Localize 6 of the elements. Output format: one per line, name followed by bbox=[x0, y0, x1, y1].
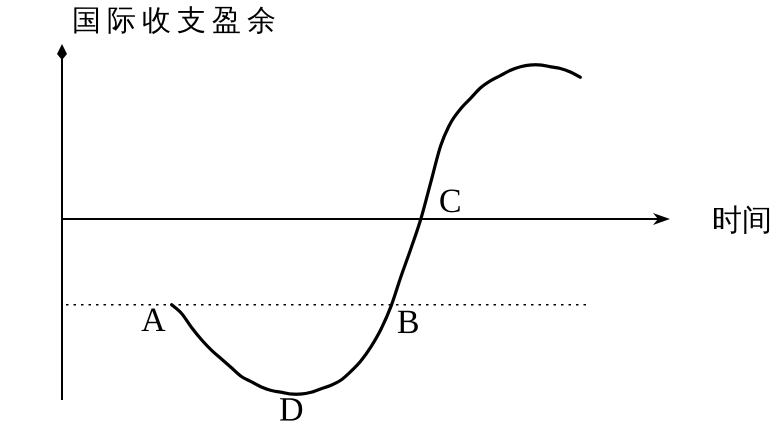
xlabel: 时间 bbox=[712, 204, 772, 237]
annotation: D bbox=[278, 391, 304, 428]
annotation: C bbox=[438, 183, 462, 220]
annotation: B bbox=[396, 304, 420, 341]
ylabel: 国际收支盈余 bbox=[72, 5, 282, 37]
annotation: A bbox=[141, 302, 166, 340]
